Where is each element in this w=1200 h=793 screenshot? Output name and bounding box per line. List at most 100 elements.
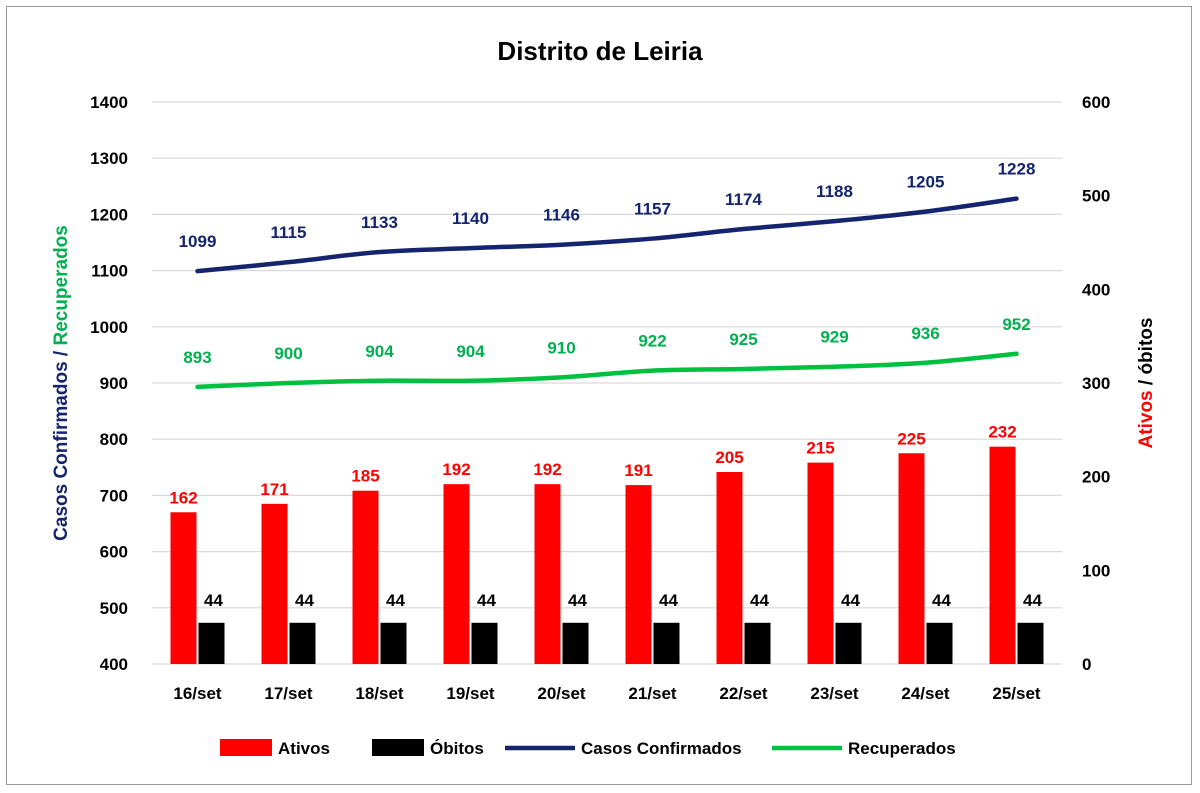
legend-label: Óbitos xyxy=(430,739,484,758)
data-label: 44 xyxy=(1023,591,1042,610)
legend-swatch xyxy=(220,739,272,756)
category-label: 18/set xyxy=(355,684,404,703)
data-label: 44 xyxy=(204,591,223,610)
data-label: 900 xyxy=(274,344,302,363)
bar-óbitos xyxy=(835,622,862,664)
data-label: 225 xyxy=(897,429,925,448)
bar-ativos xyxy=(352,490,379,664)
right-axis-title-part1: Ativos xyxy=(1136,390,1157,448)
data-label: 1157 xyxy=(634,200,671,219)
data-label: 1205 xyxy=(907,173,945,192)
data-label: 44 xyxy=(477,591,496,610)
category-label: 23/set xyxy=(810,684,859,703)
category-axis: 16/set 17/set 18/set 19/set 20/set 21/set 22/s… xyxy=(173,684,1041,703)
category-label: 17/set xyxy=(264,684,313,703)
right-axis-title: Ativos / óbitos xyxy=(1136,318,1157,449)
data-label: 925 xyxy=(729,330,757,349)
left-tick-label: 800 xyxy=(100,430,128,449)
bar-ativos xyxy=(716,471,743,664)
bars-group xyxy=(170,446,1044,664)
bar-ativos xyxy=(989,446,1016,664)
category-label: 24/set xyxy=(901,684,950,703)
data-label: 171 xyxy=(260,480,288,499)
data-label: 1228 xyxy=(998,160,1036,179)
data-label: 191 xyxy=(624,461,652,480)
data-label: 192 xyxy=(442,460,470,479)
bar-óbitos xyxy=(562,622,589,664)
bar-óbitos xyxy=(289,622,316,664)
bar-ativos xyxy=(807,462,834,664)
right-tick-label: 600 xyxy=(1082,93,1110,112)
right-axis-ticks: 0 100 200 300 400 500 600 xyxy=(1082,93,1110,674)
data-label: 44 xyxy=(659,591,678,610)
data-label: 215 xyxy=(806,439,834,458)
left-tick-label: 1300 xyxy=(90,149,128,168)
category-label: 16/set xyxy=(173,684,222,703)
bar-ativos xyxy=(443,484,470,664)
data-label: 205 xyxy=(715,448,743,467)
right-tick-label: 300 xyxy=(1082,374,1110,393)
left-tick-label: 900 xyxy=(100,374,128,393)
data-label: 1115 xyxy=(271,223,307,242)
bar-óbitos xyxy=(471,622,498,664)
bar-ativos xyxy=(625,485,652,664)
line-recuperados xyxy=(195,351,1019,390)
left-tick-label: 700 xyxy=(100,486,128,505)
data-label: 952 xyxy=(1002,315,1030,334)
category-label: 19/set xyxy=(446,684,495,703)
data-label: 936 xyxy=(911,324,939,343)
left-axis-title-part1: Casos Confirmados xyxy=(51,361,72,540)
left-tick-label: 1400 xyxy=(90,93,128,112)
left-axis-ticks: 400 500 600 700 800 900 1000 1100 1200 1300 1400 xyxy=(90,93,128,674)
left-tick-label: 600 xyxy=(100,543,128,562)
legend-label: Casos Confirmados xyxy=(581,739,742,758)
bar-ativos xyxy=(261,503,288,664)
data-label: 922 xyxy=(638,332,666,351)
data-label: 44 xyxy=(932,591,951,610)
legend-label: Recuperados xyxy=(848,739,956,758)
legend: Ativos Óbitos Casos Confirmados Recuperados xyxy=(220,739,956,758)
data-label: 44 xyxy=(295,591,314,610)
category-label: 21/set xyxy=(628,684,677,703)
data-label: 1146 xyxy=(543,206,580,225)
data-label: 44 xyxy=(750,591,769,610)
right-tick-label: 100 xyxy=(1082,561,1110,580)
data-label: 1133 xyxy=(361,213,398,232)
left-axis-title: Casos Confirmados / Recuperados xyxy=(51,225,72,541)
left-tick-label: 400 xyxy=(100,655,128,674)
right-axis-title-part2: óbitos xyxy=(1136,318,1157,375)
chart-title: Distrito de Leiria xyxy=(497,36,703,66)
left-tick-label: 500 xyxy=(100,599,128,618)
bar-ativos xyxy=(898,453,925,664)
left-axis-title-part2: Recuperados xyxy=(51,225,72,345)
legend-swatch xyxy=(372,739,424,756)
data-label: 44 xyxy=(386,591,405,610)
bar-ativos xyxy=(170,512,197,664)
right-tick-label: 400 xyxy=(1082,280,1110,299)
right-axis-title-sep: / xyxy=(1136,375,1157,391)
right-tick-label: 0 xyxy=(1082,655,1091,674)
bar-ativos xyxy=(534,484,561,664)
category-label: 22/set xyxy=(719,684,768,703)
lines-group xyxy=(195,196,1019,390)
left-tick-label: 1000 xyxy=(90,318,128,337)
data-label: 162 xyxy=(169,488,197,507)
line-casos-confirmados xyxy=(195,196,1019,274)
bar-óbitos xyxy=(380,622,407,664)
legend-label: Ativos xyxy=(278,739,330,758)
data-label: 893 xyxy=(183,348,211,367)
data-label: 1174 xyxy=(725,190,762,209)
data-label: 929 xyxy=(820,328,848,347)
left-axis-title-sep: / xyxy=(51,346,72,362)
bar-óbitos xyxy=(926,622,953,664)
data-label: 1188 xyxy=(816,182,853,201)
left-tick-label: 1100 xyxy=(91,262,128,281)
data-label: 232 xyxy=(988,423,1016,442)
data-label: 904 xyxy=(456,342,485,361)
data-label: 910 xyxy=(547,338,575,357)
category-label: 25/set xyxy=(992,684,1041,703)
data-label: 44 xyxy=(841,591,860,610)
data-label: 1140 xyxy=(452,209,489,228)
bar-óbitos xyxy=(653,622,680,664)
